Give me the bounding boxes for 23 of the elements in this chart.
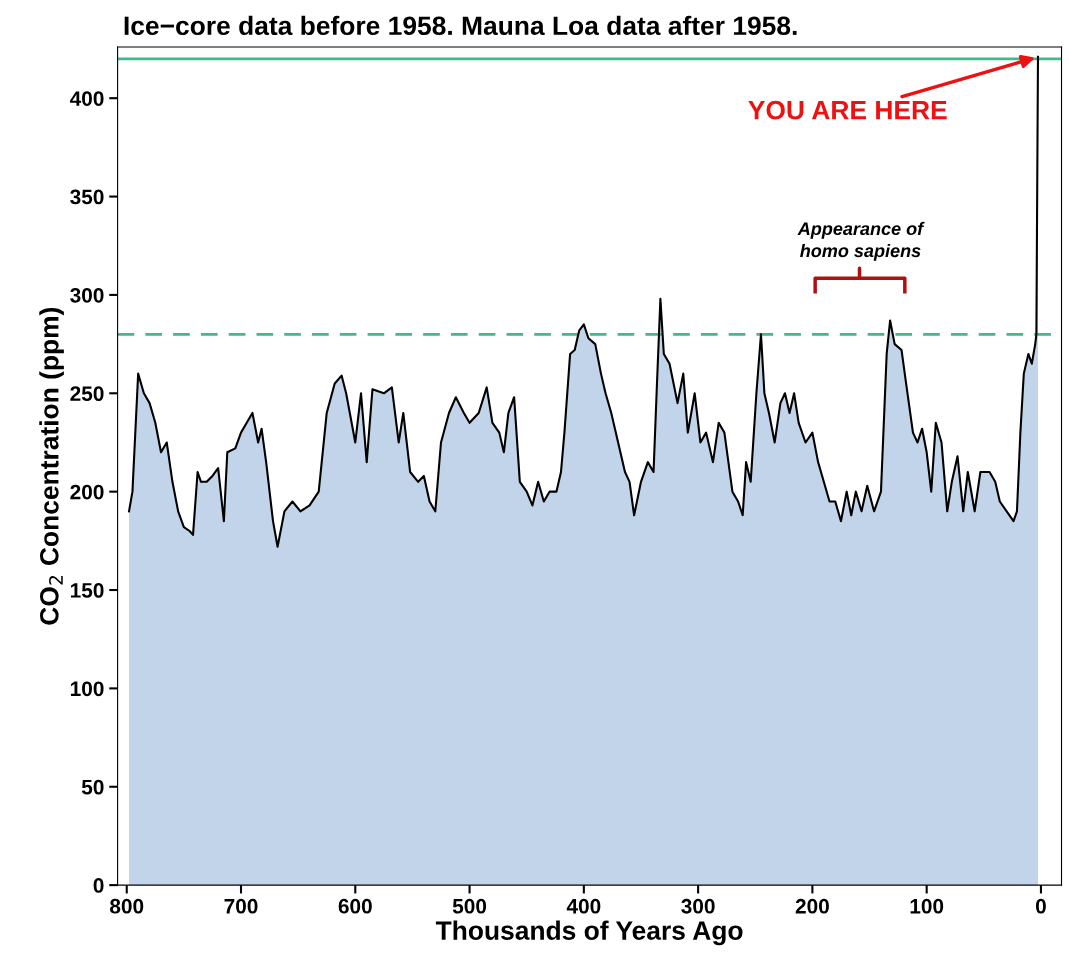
x-tick-label: 500 <box>452 898 487 914</box>
x-tick-label: 0 <box>1035 898 1046 914</box>
annotation: YOU ARE HERE <box>748 100 947 120</box>
y-axis-title: CO$_{2}$ Concentration (ppm) <box>39 307 64 625</box>
annotation: Appearance of homo sapiens <box>797 221 925 261</box>
x-tick-label: 700 <box>224 898 258 914</box>
y-tick-label: 400 <box>69 91 104 106</box>
y-tick-label: 300 <box>70 287 104 303</box>
x-tick-label: 100 <box>910 898 944 914</box>
x-tick-label: 600 <box>338 898 372 914</box>
x-tick-label: 200 <box>795 898 829 914</box>
y-tick-label: 0 <box>93 878 104 893</box>
y-tick-label: 100 <box>70 681 104 697</box>
y-tick-label: 250 <box>70 386 104 402</box>
x-axis-title: Thousands of Years Ago <box>435 920 743 946</box>
y-tick-label: 150 <box>70 583 104 598</box>
y-tick-label: 200 <box>70 484 104 500</box>
x-tick-label: 800 <box>110 898 144 914</box>
x-tick-label: 400 <box>566 898 601 914</box>
y-tick-label: 50 <box>81 779 104 795</box>
x-tick-label: 300 <box>681 898 715 914</box>
y-tick-label: 350 <box>70 189 104 205</box>
chart-title: Ice−core data before 1958. Mauna Loa data after 1958. <box>124 15 797 36</box>
